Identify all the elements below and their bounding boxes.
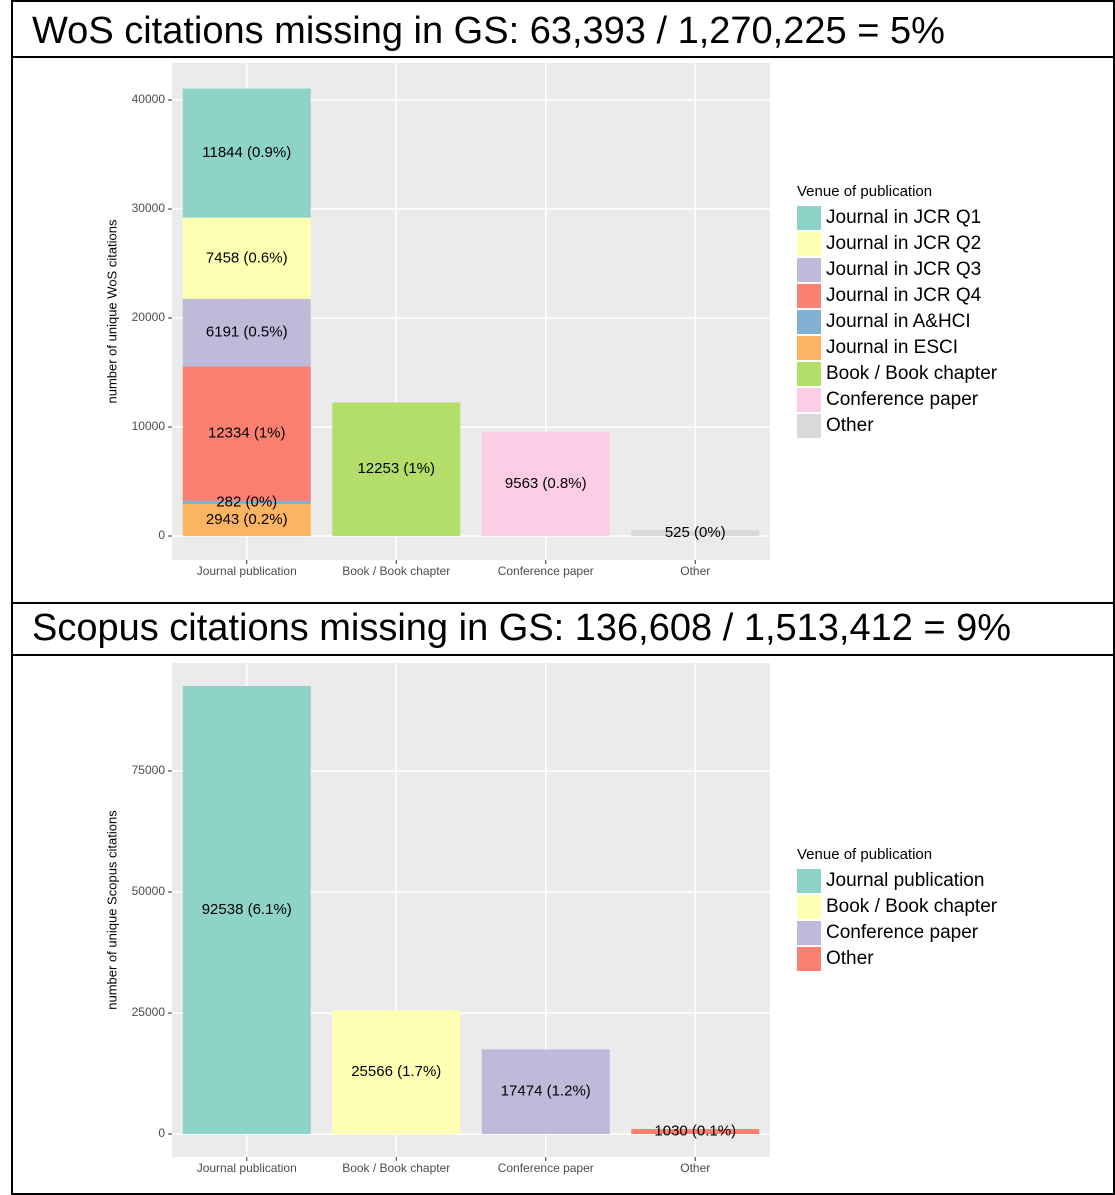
y-axis-label: number of unique Scopus citations [104,810,119,1010]
outer-border [11,0,1115,1195]
value-label: 11844 (0.9%) [202,144,291,161]
legend-swatch [797,414,821,438]
y-tick-label: 10000 [132,419,166,433]
legend-swatch [797,895,821,919]
legend-swatch [797,362,821,386]
value-label: 12253 (1%) [357,460,435,477]
legend-label: Journal in ESCI [826,337,958,358]
legend-label: Journal in JCR Q2 [826,233,981,254]
legend-label: Conference paper [826,922,979,943]
x-tick-label: Journal publication [197,1161,297,1175]
legend-label: Journal in JCR Q3 [826,259,981,280]
bar-segment [182,366,311,501]
y-tick-label: 0 [158,528,165,542]
x-tick-label: Conference paper [498,1161,594,1175]
y-tick-label: 50000 [132,884,166,898]
value-label: 282 (0%) [216,493,277,510]
bar-segment [182,686,311,1135]
bar-segment [182,503,311,537]
bar-segment [332,402,461,537]
legend-label: Book / Book chapter [826,363,998,384]
bar-segment [182,88,311,218]
y-axis-label: number of unique WoS citations [104,219,119,404]
value-label: 9563 (0.8%) [505,475,587,492]
legend-swatch [797,921,821,945]
bar-segment [631,1129,760,1135]
chart-title: WoS citations missing in GS: 63,393 / 1,… [32,10,945,52]
y-tick-label: 30000 [132,201,166,215]
y-tick-label: 40000 [132,92,166,106]
value-label: 1030 (0.1%) [654,1122,736,1139]
value-label: 25566 (1.7%) [351,1063,441,1080]
legend-swatch [797,388,821,412]
x-tick-label: Other [680,564,710,578]
legend-label: Book / Book chapter [826,896,998,917]
x-tick-label: Journal publication [197,564,297,578]
value-label: 17474 (1.2%) [501,1083,591,1100]
bar-segment [332,1010,461,1135]
y-tick-label: 0 [158,1126,165,1140]
legend-swatch [797,869,821,893]
y-tick-label: 25000 [132,1005,166,1019]
legend-label: Other [826,948,874,969]
x-tick-label: Other [680,1161,710,1175]
value-label: 525 (0%) [665,524,726,541]
legend-label: Journal in A&HCI [826,311,971,332]
y-tick-label: 20000 [132,310,166,324]
value-label: 2943 (0.2%) [206,511,288,528]
legend-title: Venue of publication [797,183,932,200]
value-label: 12334 (1%) [208,425,286,442]
bar-segment [631,530,760,537]
value-label: 92538 (6.1%) [202,901,292,918]
legend-label: Journal publication [826,870,984,891]
legend-swatch [797,206,821,230]
bar-segment [481,431,610,537]
legend-swatch [797,947,821,971]
y-tick-label: 75000 [132,763,166,777]
legend-label: Journal in JCR Q4 [826,285,982,306]
bar-segment [481,1049,610,1135]
chart-title: Scopus citations missing in GS: 136,608 … [32,607,1011,649]
legend-swatch [797,310,821,334]
legend-label: Journal in JCR Q1 [826,207,981,228]
legend-swatch [797,284,821,308]
x-tick-label: Book / Book chapter [342,1161,450,1175]
bar-segment [182,298,311,367]
value-label: 7458 (0.6%) [206,249,288,266]
legend-title: Venue of publication [797,846,932,863]
legend-swatch [797,232,821,256]
value-label: 6191 (0.5%) [206,324,288,341]
x-tick-label: Book / Book chapter [342,564,450,578]
legend-swatch [797,336,821,360]
bar-segment [182,217,311,299]
legend-label: Conference paper [826,389,979,410]
legend-label: Other [826,415,874,436]
x-tick-label: Conference paper [498,564,594,578]
bar-segment [182,500,311,504]
legend-swatch [797,258,821,282]
